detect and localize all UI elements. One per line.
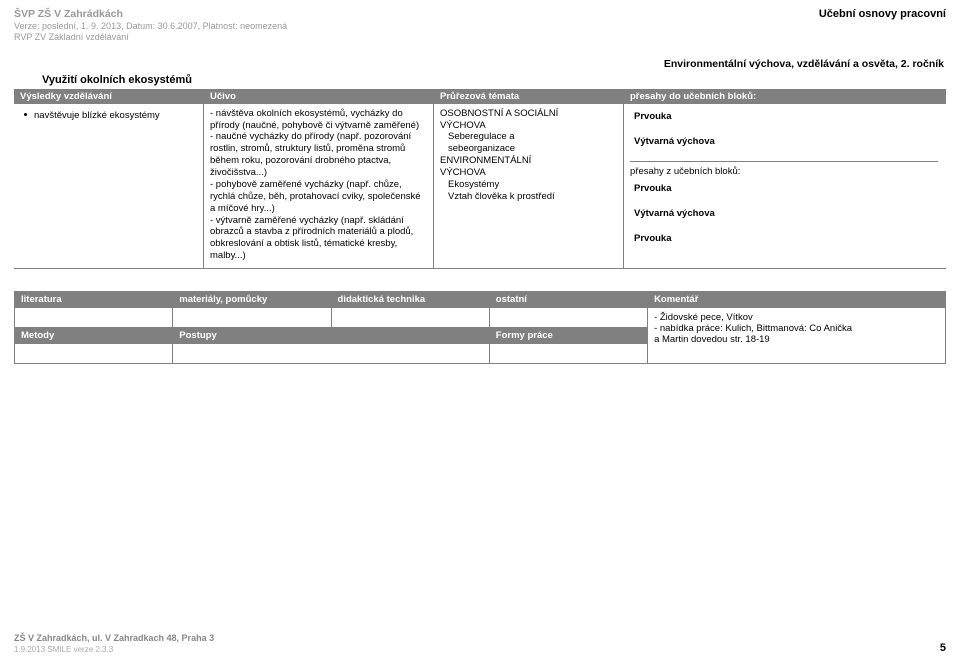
footer-line-2: 1.9.2013 SMILE verze 2.3.3 — [14, 645, 946, 654]
c3-l8: Vztah člověka k prostředí — [440, 191, 617, 203]
presah-to-1: Prvouka — [630, 108, 938, 133]
tbl2-c3 — [331, 308, 489, 328]
c3-l6: VÝCHOVA — [440, 167, 617, 179]
cell-prurezova: OSOBNOSTNÍ A SOCIÁLNÍ VÝCHOVA Seberegula… — [434, 104, 624, 268]
col-h-3: Průřezová témata — [434, 89, 624, 104]
c3-l2: VÝCHOVA — [440, 120, 617, 132]
c3-l1: OSOBNOSTNÍ A SOCIÁLNÍ — [440, 108, 617, 120]
col-h-4: přesahy do učebních bloků: — [624, 89, 944, 104]
tbl2-h5: Komentář — [648, 292, 946, 308]
cell-presahy: Prvouka Výtvarná výchova přesahy z učebn… — [624, 104, 944, 268]
c3-l7: Ekosystémy — [440, 179, 617, 191]
tbl2-c5 — [15, 344, 173, 364]
cell-ucivo: - návštěva okolních ekosystémů, vycházky… — [204, 104, 434, 268]
komentar-text: - Židovské pece, Vítkov - nabídka práce:… — [654, 312, 852, 345]
result-item: navštěvuje blízké ekosystémy — [20, 108, 197, 122]
cell-results: navštěvuje blízké ekosystémy — [14, 104, 204, 268]
page-header: ŠVP ZŠ V Zahrádkách Verze: poslední, 1. … — [14, 8, 946, 44]
tbl2-c7 — [489, 344, 647, 364]
page: ŠVP ZŠ V Zahrádkách Verze: poslední, 1. … — [0, 0, 960, 662]
result-text: navštěvuje blízké ekosystémy — [34, 110, 160, 122]
section-title: Využití okolních ekosystémů — [42, 74, 946, 86]
c3-l5: ENVIRONMENTÁLNÍ — [440, 155, 617, 167]
doc-title: ŠVP ZŠ V Zahrádkách — [14, 8, 287, 21]
page-number: 5 — [940, 642, 946, 654]
divider — [630, 161, 938, 162]
body-row: navštěvuje blízké ekosystémy - návštěva … — [14, 104, 946, 269]
c3-l4: sebeorganizace — [440, 143, 617, 155]
tbl2-h4: ostatní — [489, 292, 647, 308]
footer-line-1: ZŠ V Zahradkách, ul. V Zahradkach 48, Pr… — [14, 633, 946, 643]
doc-subtitle-1: Verze: poslední, 1. 9. 2013, Datum: 30.6… — [14, 21, 287, 32]
col-h-1: Výsledky vzdělávání — [14, 89, 204, 104]
tbl2-c1 — [15, 308, 173, 328]
bullet-icon — [24, 110, 28, 122]
c3-l3: Seberegulace a — [440, 131, 617, 143]
tbl2-h2: materiály, pomůcky — [173, 292, 331, 308]
page-footer: ZŠ V Zahradkách, ul. V Zahradkach 48, Pr… — [14, 633, 946, 654]
tbl2-komentar: - Židovské pece, Vítkov - nabídka práce:… — [648, 308, 946, 364]
tbl2-header-row: literatura materiály, pomůcky didaktická… — [15, 292, 946, 308]
presah-to-2: Výtvarná výchova — [630, 133, 938, 158]
col-h-2: Učivo — [204, 89, 434, 104]
header-right: Učební osnovy pracovní — [819, 8, 946, 20]
tbl2-c4 — [489, 308, 647, 328]
context-line: Environmentální výchova, vzdělávání a os… — [14, 58, 946, 70]
tbl2-h3: didaktická technika — [331, 292, 489, 308]
tbl2-sh2: Postupy — [173, 328, 490, 344]
tbl2-sh3: Formy práce — [489, 328, 647, 344]
tbl2-c2 — [173, 308, 331, 328]
presah-from-3: Prvouka — [630, 230, 938, 255]
presah-from-label: přesahy z učebních bloků: — [630, 166, 938, 180]
header-left: ŠVP ZŠ V Zahrádkách Verze: poslední, 1. … — [14, 8, 287, 44]
presah-from-1: Prvouka — [630, 180, 938, 205]
ucivo-text: - návštěva okolních ekosystémů, vycházky… — [210, 108, 427, 262]
tbl2-c6 — [173, 344, 490, 364]
doc-subtitle-2: RVP ZV Základní vzdělávání — [14, 32, 287, 43]
tbl2-h1: literatura — [15, 292, 173, 308]
resources-table-wrap: literatura materiály, pomůcky didaktická… — [14, 291, 946, 364]
presah-from-2: Výtvarná výchova — [630, 205, 938, 230]
tbl2-row-1: - Židovské pece, Vítkov - nabídka práce:… — [15, 308, 946, 328]
col-header-row: Výsledky vzdělávání Učivo Průřezová téma… — [14, 89, 946, 104]
tbl2-sh1: Metody — [15, 328, 173, 344]
resources-table: literatura materiály, pomůcky didaktická… — [14, 291, 946, 364]
